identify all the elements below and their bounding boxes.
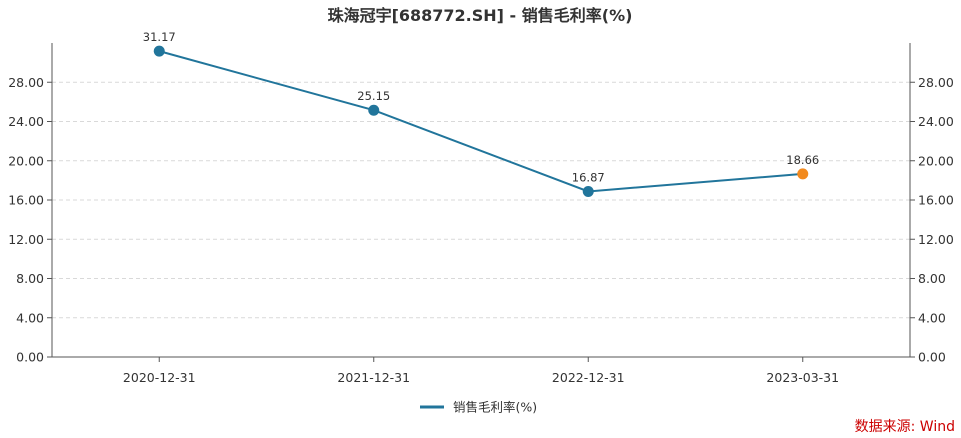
- y-tick-label-right: 8.00: [918, 271, 946, 286]
- y-tick-label-right: 4.00: [918, 310, 946, 325]
- y-axis-right: 0.00 4.00 8.00 12.00 16.00 20.00 24.00 28.00: [910, 75, 954, 365]
- y-tick-label-left: 28.00: [8, 75, 44, 90]
- data-point: [368, 104, 380, 116]
- x-tick-label: 2021-12-31: [337, 370, 410, 385]
- source-note: 数据来源: Wind: [855, 419, 955, 435]
- x-axis: 2020-12-31 2021-12-31 2022-12-31 2023-03-31: [123, 357, 839, 385]
- legend: 销售毛利率(%): [420, 400, 537, 415]
- data-point: [153, 45, 165, 57]
- y-tick-label-left: 8.00: [16, 271, 44, 286]
- data-label: 16.87: [572, 170, 605, 184]
- data-label: 31.17: [143, 30, 176, 44]
- chart-title: 珠海冠宇[688772.SH] - 销售毛利率(%): [328, 6, 633, 25]
- y-tick-label-right: 12.00: [918, 232, 954, 247]
- y-tick-label-left: 24.00: [8, 114, 44, 129]
- y-tick-label-left: 0.00: [16, 350, 44, 365]
- legend-label: 销售毛利率(%): [453, 400, 537, 415]
- data-label: 18.66: [786, 153, 819, 167]
- x-tick-label: 2020-12-31: [123, 370, 196, 385]
- y-tick-label-left: 20.00: [8, 153, 44, 168]
- series-line: [158, 50, 803, 193]
- x-tick-label: 2023-03-31: [766, 370, 839, 385]
- data-point: [582, 185, 594, 197]
- y-tick-label-left: 4.00: [16, 310, 44, 325]
- y-tick-label-left: 12.00: [8, 232, 44, 247]
- y-tick-label-right: 20.00: [918, 153, 954, 168]
- x-tick-label: 2022-12-31: [552, 370, 625, 385]
- y-tick-label-right: 24.00: [918, 114, 954, 129]
- data-point: [797, 168, 809, 180]
- data-label: 25.15: [357, 89, 390, 103]
- series: 31.17 25.15 16.87 18.66: [143, 30, 819, 197]
- y-tick-label-right: 0.00: [918, 350, 946, 365]
- y-axis-left: 0.00 4.00 8.00 12.00 16.00 20.00 24.00 28.00: [8, 75, 52, 365]
- y-tick-label-left: 16.00: [8, 193, 44, 208]
- y-tick-label-right: 28.00: [918, 75, 954, 90]
- grid-lines: [52, 81, 910, 319]
- y-tick-label-right: 16.00: [918, 193, 954, 208]
